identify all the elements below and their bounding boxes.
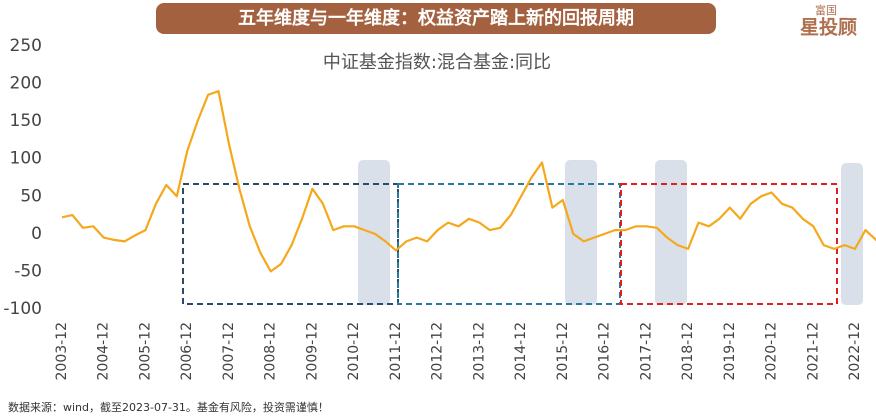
x-tick-label: 2007-12 (221, 322, 237, 381)
x-tick-label: 2015-12 (555, 322, 571, 381)
y-tick-label: 200 (10, 74, 42, 94)
x-tick-label: 2009-12 (304, 322, 320, 381)
y-tick-label: 150 (10, 111, 42, 131)
x-tick-label: 2018-12 (680, 322, 696, 381)
y-tick-label: -50 (14, 261, 42, 281)
x-tick-label: 2022-12 (847, 322, 863, 381)
y-tick-label: 250 (10, 36, 42, 56)
y-tick-label: -100 (3, 299, 42, 319)
x-tick-label: 2016-12 (597, 322, 613, 381)
x-tick-label: 2011-12 (388, 322, 404, 381)
period-boxes (182, 183, 838, 305)
x-tick-label: 2013-12 (471, 322, 487, 381)
x-tick-label: 2006-12 (179, 322, 195, 381)
title-banner (156, 3, 716, 34)
highlight-bands (358, 160, 863, 305)
footer-note: 数据来源：wind，截至2023-07-31。基金有风险，投资需谨慎！ (8, 400, 329, 414)
x-tick-label: 2003-12 (54, 322, 70, 381)
x-tick-label: 2004-12 (96, 322, 112, 381)
logo-main: 星投顾 (800, 16, 857, 39)
x-tick-label: 2008-12 (263, 322, 279, 381)
x-tick-label: 2019-12 (722, 322, 738, 381)
x-tick-label: 2005-12 (137, 322, 153, 381)
y-tick-label: 0 (31, 224, 42, 244)
page-title: 五年维度与一年维度：权益资产踏上新的回报周期 (238, 7, 634, 29)
chart-title: 中证基金指数:混合基金:同比 (323, 52, 551, 73)
x-tick-label: 2017-12 (638, 322, 654, 381)
data-line (61, 90, 876, 273)
y-tick-label: 50 (20, 186, 42, 206)
x-tick-label: 2012-12 (430, 322, 446, 381)
logo-top: 富国 (815, 3, 837, 17)
x-tick-label: 2021-12 (805, 322, 821, 381)
x-tick-label: 2010-12 (346, 322, 362, 381)
x-tick-label: 2014-12 (513, 322, 529, 381)
x-tick-label: 2020-12 (764, 322, 780, 381)
y-tick-label: 100 (10, 149, 42, 169)
